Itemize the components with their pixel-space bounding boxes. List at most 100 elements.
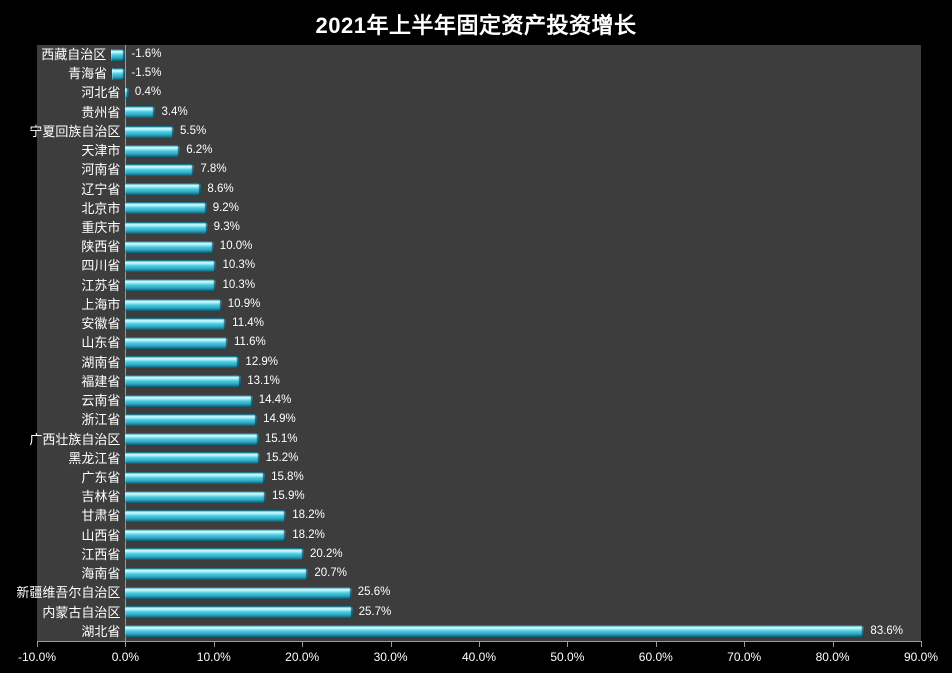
x-axis-tick-label: 70.0% — [727, 650, 762, 664]
value-label: 9.3% — [213, 221, 240, 234]
bar-row: 黑龙江省 15.2% — [37, 449, 921, 468]
category-label: 内蒙古自治区 — [42, 604, 121, 620]
bar — [112, 67, 126, 80]
x-axis-tick — [567, 641, 569, 647]
category-label: 江苏省 — [81, 277, 121, 293]
bar — [125, 317, 227, 330]
bar — [125, 375, 242, 388]
category-label: 广东省 — [81, 469, 121, 485]
bar-row: 贵州省 3.4% — [37, 103, 921, 122]
value-label: 6.2% — [186, 144, 213, 157]
bar — [125, 567, 309, 580]
value-label: 11.4% — [232, 317, 264, 330]
bar — [125, 279, 217, 292]
bar-row: 河南省 7.8% — [37, 160, 921, 179]
bar-row: 山西省 18.2% — [37, 526, 921, 545]
x-axis-tick — [744, 641, 746, 647]
value-label: 14.4% — [258, 394, 292, 407]
bar-row: 陕西省 10.0% — [37, 237, 921, 256]
category-label: 江西省 — [81, 546, 121, 562]
bar — [125, 529, 287, 542]
x-axis-tick — [390, 641, 392, 647]
category-label: 广西壮族自治区 — [29, 431, 121, 447]
value-label: 18.2% — [292, 509, 325, 522]
category-label: 福建省 — [81, 373, 121, 389]
bar — [125, 606, 353, 619]
bar-row: 江苏省 10.3% — [37, 276, 921, 295]
value-label: 18.2% — [292, 528, 325, 541]
category-label: 重庆市 — [81, 220, 121, 236]
value-label: 11.6% — [233, 336, 266, 349]
category-label: 湖北省 — [81, 623, 121, 639]
bar — [125, 183, 202, 196]
category-label: 陕西省 — [81, 239, 121, 255]
bar-row: 四川省 10.3% — [37, 256, 921, 275]
bar — [125, 433, 259, 446]
x-axis-tick — [655, 641, 657, 647]
value-label: 20.7% — [314, 567, 347, 580]
x-axis-tick-label: 90.0% — [903, 650, 939, 664]
value-label: 12.9% — [245, 355, 279, 368]
bar — [125, 452, 260, 465]
bar — [125, 490, 266, 503]
x-axis-tick — [302, 641, 304, 647]
category-label: 山东省 — [81, 335, 121, 351]
bar-row: 辽宁省 8.6% — [37, 180, 921, 199]
category-label: 四川省 — [81, 258, 121, 274]
category-label: 西藏自治区 — [41, 47, 107, 62]
x-axis-tick — [37, 641, 38, 647]
value-label: 10.3% — [222, 278, 256, 291]
bar-row: 吉林省 15.9% — [37, 487, 921, 506]
value-label: 5.5% — [180, 124, 207, 137]
value-label: 15.2% — [265, 451, 299, 464]
category-label: 河北省 — [81, 85, 121, 101]
bar-row: 重庆市 9.3% — [37, 218, 921, 237]
value-label: 20.2% — [309, 547, 343, 560]
bar — [125, 106, 156, 119]
bar-row: 福建省 13.1% — [37, 372, 921, 391]
value-label: -1.5% — [131, 67, 162, 80]
bar-row: 新疆维吾尔自治区 25.6% — [16, 583, 921, 602]
category-label: 浙江省 — [81, 412, 121, 428]
value-label: 10.9% — [227, 297, 261, 310]
bar — [125, 356, 240, 369]
category-label: 山西省 — [81, 527, 121, 543]
category-label: 黑龙江省 — [68, 450, 121, 466]
value-label: 13.1% — [247, 374, 280, 387]
bar — [125, 202, 207, 215]
category-label: 辽宁省 — [81, 181, 121, 197]
x-axis-tick-label: 10.0% — [196, 650, 231, 664]
bar — [125, 87, 129, 100]
bar-row: 广西壮族自治区 15.1% — [29, 430, 921, 449]
bar-row: 天津市 6.2% — [37, 141, 921, 160]
category-label: 云南省 — [81, 393, 121, 409]
bar-row: 湖南省 12.9% — [37, 353, 921, 372]
bar — [111, 48, 126, 61]
bar — [125, 510, 287, 523]
bar-row: 海南省 20.7% — [37, 564, 921, 583]
value-label: -1.6% — [131, 48, 162, 60]
category-label: 青海省 — [68, 66, 108, 82]
plot-area: 西藏自治区 -1.6% 青海省 -1.5% 河北省 0.4% 贵州省 3.4% 宁夏回族自治区 5… — [16, 45, 921, 641]
bar-row: 广东省 15.8% — [37, 468, 921, 487]
x-axis-tick-label: 20.0% — [285, 650, 320, 664]
bar-row: 安徽省 11.4% — [37, 314, 921, 333]
bar — [125, 394, 253, 407]
bar-row: 湖北省 83.6% — [37, 622, 921, 641]
bar-row: 甘肃省 18.2% — [37, 506, 921, 525]
bar — [125, 298, 222, 311]
value-label: 10.0% — [219, 240, 253, 253]
value-label: 8.6% — [207, 182, 234, 195]
chart-title: 2021年上半年固定资产投资增长 — [315, 13, 637, 38]
bar-row: 山东省 11.6% — [37, 333, 921, 352]
value-label: 83.6% — [870, 624, 904, 637]
category-label: 天津市 — [81, 143, 121, 159]
category-label: 湖南省 — [81, 354, 121, 370]
x-axis-tick — [921, 641, 922, 647]
bar — [125, 240, 214, 253]
x-axis-tick-label: 30.0% — [373, 650, 408, 664]
bar-row: 北京市 9.2% — [37, 199, 921, 218]
x-axis-tick-label: 50.0% — [550, 650, 585, 664]
x-axis-tick — [832, 641, 834, 647]
